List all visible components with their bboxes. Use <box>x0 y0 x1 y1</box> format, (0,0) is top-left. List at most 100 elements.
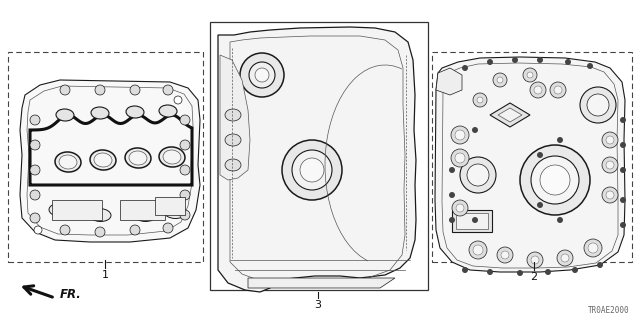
Circle shape <box>163 223 173 233</box>
Circle shape <box>580 87 616 123</box>
Circle shape <box>452 200 468 216</box>
Circle shape <box>537 202 543 208</box>
Bar <box>456 213 488 229</box>
Polygon shape <box>218 27 416 292</box>
Circle shape <box>512 57 518 63</box>
Circle shape <box>497 77 503 83</box>
Polygon shape <box>20 80 200 242</box>
Circle shape <box>527 72 533 78</box>
Circle shape <box>531 256 539 264</box>
Circle shape <box>493 73 507 87</box>
Circle shape <box>60 85 70 95</box>
Circle shape <box>554 86 562 94</box>
Circle shape <box>455 153 465 163</box>
Text: 3: 3 <box>314 300 321 310</box>
Text: TR0AE2000: TR0AE2000 <box>588 306 630 315</box>
Circle shape <box>449 217 455 223</box>
Circle shape <box>487 269 493 275</box>
Circle shape <box>557 217 563 223</box>
Circle shape <box>587 94 609 116</box>
Circle shape <box>472 127 478 133</box>
Circle shape <box>30 213 40 223</box>
Ellipse shape <box>129 151 147 165</box>
Polygon shape <box>498 108 522 122</box>
Polygon shape <box>436 68 462 95</box>
Bar <box>432 52 632 262</box>
Circle shape <box>473 245 483 255</box>
Bar <box>452 210 492 232</box>
Circle shape <box>531 156 579 204</box>
Circle shape <box>449 192 455 198</box>
Circle shape <box>606 136 614 144</box>
Circle shape <box>587 63 593 69</box>
Circle shape <box>30 115 40 125</box>
Circle shape <box>451 126 469 144</box>
Circle shape <box>455 130 465 140</box>
Circle shape <box>602 132 618 148</box>
Circle shape <box>557 137 563 143</box>
Circle shape <box>597 262 603 268</box>
Circle shape <box>477 97 483 103</box>
Circle shape <box>537 152 543 158</box>
Circle shape <box>462 267 468 273</box>
Circle shape <box>240 53 284 97</box>
Ellipse shape <box>89 209 111 221</box>
Circle shape <box>565 59 571 65</box>
Circle shape <box>501 251 509 259</box>
Bar <box>8 52 203 262</box>
Text: 1: 1 <box>102 270 109 280</box>
Ellipse shape <box>125 148 151 168</box>
Circle shape <box>517 270 523 276</box>
Circle shape <box>180 140 190 150</box>
Circle shape <box>602 157 618 173</box>
Circle shape <box>584 239 602 257</box>
Circle shape <box>572 267 578 273</box>
Circle shape <box>620 167 626 173</box>
Bar <box>210 22 428 290</box>
Circle shape <box>606 161 614 169</box>
Circle shape <box>561 254 569 262</box>
Circle shape <box>460 157 496 193</box>
Ellipse shape <box>225 134 241 146</box>
Circle shape <box>550 82 566 98</box>
Ellipse shape <box>225 109 241 121</box>
Circle shape <box>180 190 190 200</box>
Bar <box>52 200 102 220</box>
Circle shape <box>462 65 468 71</box>
Circle shape <box>163 85 173 95</box>
Circle shape <box>606 191 614 199</box>
Circle shape <box>180 115 190 125</box>
Circle shape <box>449 167 455 173</box>
Circle shape <box>497 247 513 263</box>
Circle shape <box>472 217 478 223</box>
Circle shape <box>292 150 332 190</box>
Ellipse shape <box>225 159 241 171</box>
Circle shape <box>180 165 190 175</box>
Circle shape <box>540 165 570 195</box>
Circle shape <box>523 68 537 82</box>
Circle shape <box>545 269 551 275</box>
Circle shape <box>30 190 40 200</box>
Circle shape <box>487 59 493 65</box>
Circle shape <box>60 225 70 235</box>
Circle shape <box>95 85 105 95</box>
Text: FR.: FR. <box>60 289 82 301</box>
Circle shape <box>130 85 140 95</box>
Circle shape <box>249 62 275 88</box>
Ellipse shape <box>56 109 74 121</box>
Ellipse shape <box>134 209 156 221</box>
Ellipse shape <box>59 155 77 169</box>
Circle shape <box>530 82 546 98</box>
Ellipse shape <box>90 150 116 170</box>
Circle shape <box>537 57 543 63</box>
Ellipse shape <box>126 106 144 118</box>
Text: 2: 2 <box>531 272 538 282</box>
Polygon shape <box>435 57 625 272</box>
Circle shape <box>520 145 590 215</box>
Ellipse shape <box>164 205 186 219</box>
Circle shape <box>620 222 626 228</box>
Circle shape <box>130 225 140 235</box>
Ellipse shape <box>159 105 177 117</box>
Circle shape <box>534 86 542 94</box>
Ellipse shape <box>55 152 81 172</box>
